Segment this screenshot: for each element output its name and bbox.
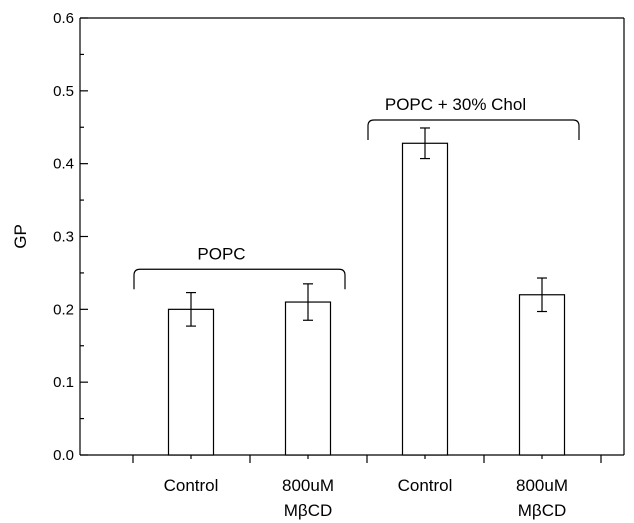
y-tick-label: 0.0 xyxy=(53,447,74,464)
y-tick-label: 0.3 xyxy=(53,229,74,246)
x-tick-label-line2: MβCD xyxy=(518,501,567,520)
labels: 0.0 0.1 0.2 0.3 0.4 0.5 0.6 Control 800uM MβCD Con… xyxy=(53,10,568,520)
x-tick-label: Control xyxy=(164,476,219,495)
y-tick-label: 0.6 xyxy=(53,10,74,27)
y-tick-label: 0.1 xyxy=(53,374,74,391)
error-bar xyxy=(186,291,196,327)
bar xyxy=(401,142,449,456)
bar xyxy=(167,308,215,456)
group-label: POPC + 30% Chol xyxy=(385,95,526,114)
group-bracket xyxy=(133,268,346,290)
error-bar xyxy=(420,127,430,160)
x-tick-label: 800uM xyxy=(516,476,568,495)
y-axis-label: GP xyxy=(11,224,30,249)
bar xyxy=(518,294,566,456)
y-tick-label: 0.2 xyxy=(53,301,74,318)
error-bar xyxy=(537,277,547,313)
group-bracket xyxy=(367,119,580,140)
group-brackets xyxy=(133,119,580,290)
x-tick-label-line2: MβCD xyxy=(284,501,333,520)
error-bar xyxy=(303,283,313,321)
y-tick-label: 0.5 xyxy=(53,83,74,100)
bar xyxy=(284,301,332,456)
x-tick-label: 800uM xyxy=(282,476,334,495)
y-tick-label: 0.4 xyxy=(53,156,74,173)
x-tick-label: Control xyxy=(398,476,453,495)
error-bars xyxy=(186,127,547,327)
bars xyxy=(167,142,566,456)
group-label: POPC xyxy=(197,244,245,263)
